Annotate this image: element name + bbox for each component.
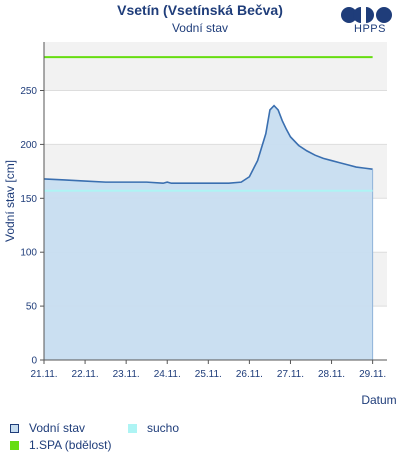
- legend-item-sucho[interactable]: sucho: [128, 421, 179, 435]
- chart-title: Vsetín (Vsetínská Bečva): [117, 2, 283, 18]
- hpps-logo-icon: [341, 7, 392, 23]
- legend-swatch-vodni-stav: [10, 423, 19, 433]
- y-tick-label: 50: [26, 302, 38, 313]
- y-axis-label: Vodní stav [cm]: [3, 160, 17, 242]
- y-tick-label: 0: [31, 356, 37, 367]
- y-tick-label: 200: [20, 140, 37, 151]
- legend-label-vodni-stav: Vodní stav: [29, 421, 86, 435]
- legend-swatch-sucho: [128, 423, 137, 433]
- x-axis-label: Datum: [361, 393, 396, 407]
- chart-subtitle: Vodní stav: [171, 21, 229, 35]
- x-tick-label: 22.11.: [72, 369, 99, 380]
- x-tick-label: 24.11.: [154, 369, 181, 380]
- x-tick-label: 27.11.: [277, 369, 304, 380]
- legend-swatch-spa1: [10, 440, 19, 450]
- x-tick-label: 29.11.: [359, 369, 386, 380]
- legend-item-spa1[interactable]: 1.SPA (bdělost): [10, 438, 112, 452]
- x-tick-label: 26.11.: [236, 369, 263, 380]
- legend-label-spa1: 1.SPA (bdělost): [29, 438, 112, 452]
- y-tick-label: 250: [20, 86, 37, 97]
- x-tick-label: 28.11.: [318, 369, 345, 380]
- legend-label-sucho: sucho: [147, 421, 180, 435]
- y-tick-label: 150: [20, 194, 37, 205]
- logo-text: HPPS: [354, 23, 386, 35]
- x-tick-label: 21.11.: [30, 369, 57, 380]
- series-area-vodni-stav: [44, 105, 373, 360]
- y-tick-label: 100: [20, 248, 37, 259]
- x-tick-label: 23.11.: [113, 369, 140, 380]
- series-line-vodni-stav: [43, 104, 373, 185]
- legend-item-vodni-stav[interactable]: Vodní stav: [10, 421, 85, 435]
- grid-band: [44, 42, 387, 91]
- x-tick-label: 25.11.: [195, 369, 222, 380]
